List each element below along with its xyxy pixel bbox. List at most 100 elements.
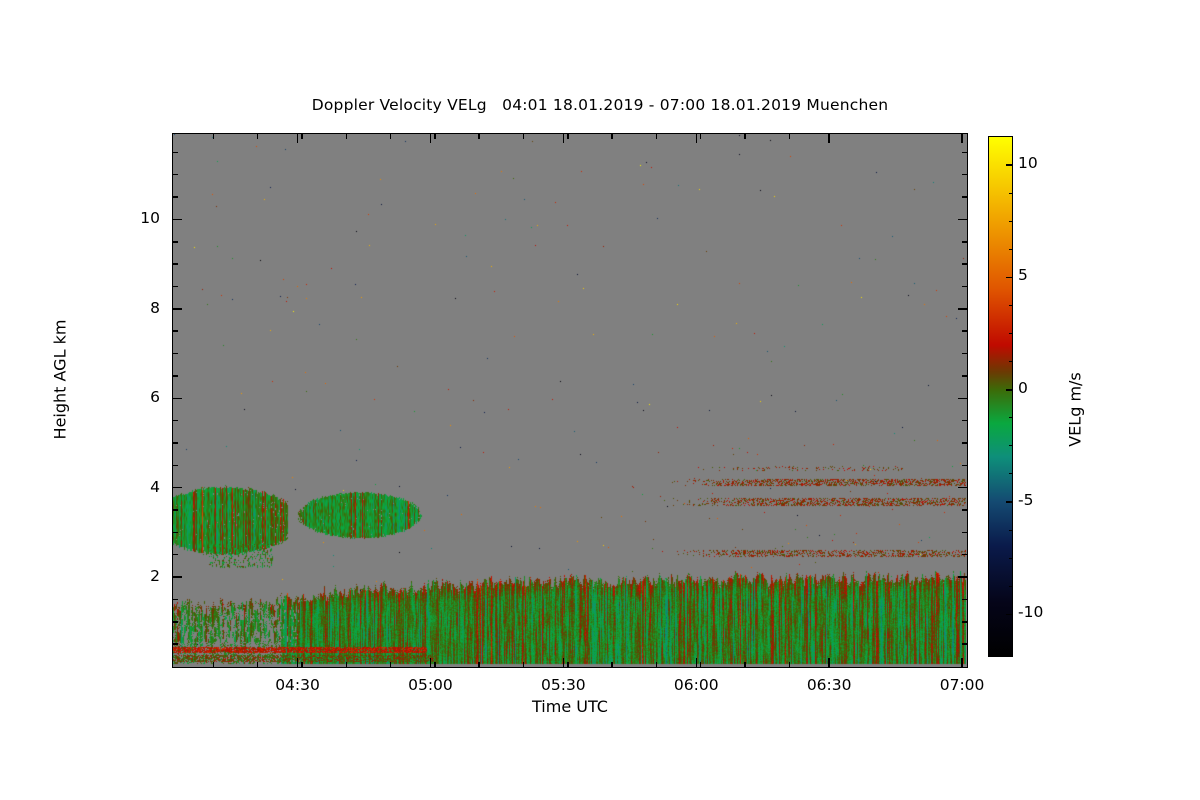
y-minor-tick (962, 531, 968, 534)
y-minor-tick (172, 621, 178, 623)
colorbar-minor-tick (1009, 529, 1013, 531)
colorbar-minor-tick (1009, 220, 1013, 222)
x-minor-tick (611, 133, 613, 139)
y-tick-label: 6 (150, 388, 160, 407)
x-tick-label: 05:00 (408, 676, 453, 694)
y-minor-tick (172, 375, 178, 377)
y-minor-tick (962, 553, 968, 556)
y-minor-tick (962, 643, 968, 645)
colorbar-tick-label: 0 (1018, 378, 1028, 397)
x-minor-tick (744, 133, 746, 139)
x-minor-tick (434, 662, 436, 668)
y-major-tick (172, 218, 182, 221)
x-minor-tick (567, 662, 569, 668)
y-minor-tick (962, 196, 968, 198)
y-minor-tick (172, 196, 178, 198)
y-minor-tick (172, 442, 178, 444)
x-major-tick-top (562, 133, 565, 143)
x-major-tick (961, 658, 963, 668)
colorbar-minor-tick (1009, 557, 1013, 559)
x-minor-tick (478, 662, 480, 668)
x-major-tick-top (296, 133, 299, 143)
y-minor-tick (172, 643, 178, 645)
x-minor-tick (256, 133, 259, 139)
colorbar-minor-tick (1009, 164, 1013, 166)
x-major-tick (828, 658, 830, 668)
y-minor-tick (172, 419, 178, 422)
y-minor-tick (172, 509, 178, 511)
y-minor-tick (962, 598, 968, 601)
x-minor-tick (478, 133, 480, 139)
x-minor-tick (345, 133, 348, 139)
y-tick-label: 2 (150, 567, 160, 586)
x-major-tick-top (429, 133, 432, 143)
page-title: Doppler Velocity VELg 04:01 18.01.2019 -… (311, 96, 889, 114)
x-major-tick (562, 658, 565, 668)
y-minor-tick (962, 330, 968, 332)
y-major-tick (958, 218, 968, 221)
colorbar-tick-label: 5 (1018, 266, 1028, 285)
colorbar-minor-tick (1009, 389, 1013, 391)
x-tick-label: 06:00 (673, 676, 719, 694)
x-minor-tick (611, 662, 613, 668)
x-minor-tick (744, 662, 746, 668)
colorbar (988, 136, 1013, 657)
colorbar-minor-tick (1009, 248, 1013, 250)
x-minor-tick (434, 133, 436, 139)
y-major-tick (172, 576, 182, 578)
x-major-tick (695, 658, 697, 668)
y-minor-tick (172, 464, 178, 467)
y-minor-tick (172, 352, 178, 355)
x-tick-label: 07:00 (939, 676, 985, 694)
y-axis-label: Height AGL km (50, 319, 70, 440)
y-minor-tick (172, 531, 178, 534)
y-major-tick (172, 308, 182, 310)
y-tick-label: 10 (140, 209, 160, 228)
y-minor-tick (962, 375, 968, 377)
colorbar-tick-label: 10 (1018, 154, 1038, 173)
x-tick-label: 06:30 (806, 676, 852, 694)
y-minor-tick (962, 442, 968, 444)
x-major-tick (429, 658, 432, 668)
plot-area (172, 133, 968, 668)
colorbar-minor-tick (1009, 417, 1013, 419)
y-tick-label: 4 (150, 477, 160, 496)
y-major-tick (958, 486, 968, 489)
y-minor-tick (962, 173, 968, 176)
colorbar-minor-tick (1009, 585, 1013, 587)
colorbar-minor-tick (1009, 305, 1013, 307)
y-tick-label: 8 (150, 298, 160, 317)
y-minor-tick (962, 263, 968, 265)
x-minor-tick (301, 133, 303, 139)
y-minor-tick (172, 241, 178, 243)
x-minor-tick (699, 133, 702, 139)
y-minor-tick (962, 285, 968, 288)
colorbar-minor-tick (1009, 276, 1013, 278)
x-minor-tick (345, 662, 348, 668)
x-major-tick (296, 658, 299, 668)
y-minor-tick (172, 330, 178, 332)
colorbar-minor-tick (1009, 445, 1013, 447)
y-minor-tick (172, 151, 178, 154)
colorbar-minor-tick (1009, 192, 1013, 194)
x-major-tick-top (695, 133, 697, 143)
colorbar-gradient (989, 137, 1012, 656)
y-major-tick (172, 397, 182, 399)
y-minor-tick (172, 598, 178, 601)
x-major-tick-top (961, 133, 963, 143)
colorbar-minor-tick (1009, 501, 1013, 503)
y-major-tick (172, 486, 182, 489)
x-minor-tick (389, 662, 392, 668)
x-minor-tick (522, 662, 525, 668)
x-minor-tick (655, 662, 658, 668)
y-minor-tick (172, 263, 178, 265)
x-minor-tick (655, 133, 658, 139)
x-minor-tick (788, 133, 791, 139)
y-minor-tick (962, 464, 968, 467)
x-major-tick-top (828, 133, 830, 143)
y-major-tick (958, 576, 968, 578)
y-major-tick (958, 397, 968, 399)
x-axis-label: Time UTC (532, 697, 608, 716)
y-minor-tick (962, 419, 968, 422)
y-minor-tick (172, 553, 178, 556)
